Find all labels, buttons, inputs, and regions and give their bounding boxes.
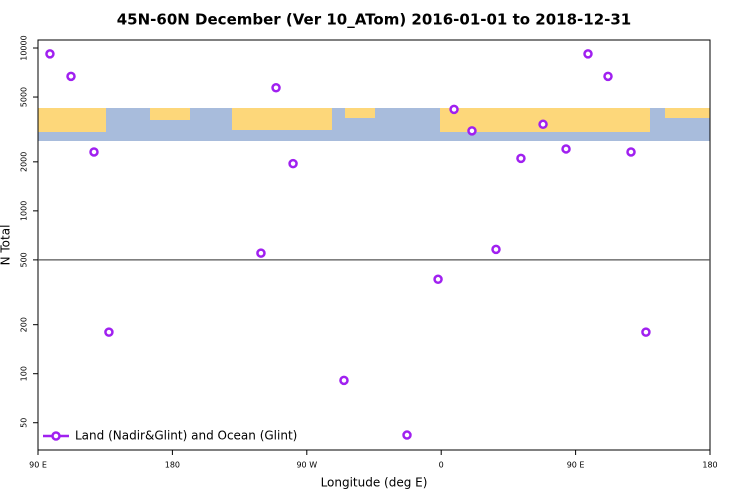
- data-point: [402, 430, 412, 440]
- data-point: [561, 144, 571, 154]
- y-tick-label: 5000: [20, 87, 29, 107]
- data-point: [641, 327, 651, 337]
- data-point: [104, 327, 114, 337]
- y-tick-label: 100: [20, 366, 29, 381]
- map-land: [150, 108, 190, 120]
- data-point: [433, 274, 443, 285]
- plot-frame: [37, 39, 711, 451]
- data-point: [449, 104, 459, 115]
- data-point: [467, 126, 477, 136]
- map-land: [38, 108, 106, 132]
- map-land: [232, 108, 332, 130]
- data-point: [626, 147, 636, 157]
- data-point: [256, 248, 266, 258]
- data-point: [491, 244, 501, 255]
- legend-label: Land (Nadir&Glint) and Ocean (Glint): [75, 429, 297, 443]
- x-axis-label: Longitude (deg E): [321, 476, 428, 490]
- legend-marker: [51, 431, 61, 441]
- chart-title: 45N-60N December (Ver 10_ATom) 2016-01-0…: [117, 11, 631, 29]
- y-tick-label: 50: [20, 418, 29, 428]
- data-point: [288, 158, 298, 169]
- data-point: [339, 375, 349, 386]
- data-point: [66, 71, 76, 82]
- x-tick-label: 180: [702, 461, 717, 470]
- x-tick-label: 90 W: [296, 461, 317, 470]
- data-point: [271, 83, 281, 93]
- data-point: [45, 49, 55, 59]
- y-tick-label: 200: [20, 317, 29, 332]
- x-tick-label: 90 E: [567, 461, 585, 470]
- data-point: [516, 153, 526, 164]
- y-tick-label: 1000: [20, 201, 29, 221]
- y-tick-label: 10000: [20, 35, 29, 60]
- data-point: [538, 119, 548, 130]
- data-point: [583, 49, 593, 59]
- data-point: [603, 71, 613, 82]
- x-tick-label: 0: [439, 461, 444, 470]
- y-axis-label: N Total: [0, 225, 13, 266]
- x-tick-label: 180: [165, 461, 180, 470]
- x-tick-label: 90 E: [29, 461, 47, 470]
- data-point: [89, 147, 99, 157]
- y-tick-label: 2000: [20, 152, 29, 172]
- map-land: [345, 108, 375, 118]
- map-band: [38, 108, 710, 141]
- map-land: [665, 108, 710, 118]
- y-tick-label: 500: [20, 252, 29, 267]
